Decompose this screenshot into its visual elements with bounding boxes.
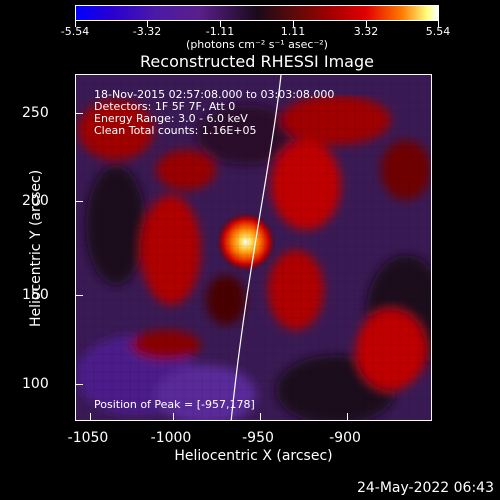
solar-limb [230,75,282,420]
y-tick-label: 200 [22,193,49,209]
colorbar-ticks [75,21,439,27]
y-axis-title: Heliocentric Y (arcsec) [28,169,44,327]
x-tick-label: -950 [242,430,274,446]
x-axis-title: Heliocentric X (arcsec) [174,448,333,464]
y-tick-label: 150 [22,287,49,303]
colorbar-tick-label: 3.32 [353,25,379,38]
y-tick-label: 100 [22,376,49,392]
colorbar [75,5,439,21]
image-title: Reconstructed RHESSI Image [140,52,374,71]
colorbar-tick-label: 1.11 [280,25,306,38]
image-plot [75,74,432,421]
peak-position: Position of Peak = [-957,178] [94,398,255,411]
colorbar-tick-label: -1.11 [205,25,235,38]
colorbar-unit: (photons cm⁻² s⁻¹ asec⁻²) [186,38,328,51]
info-detectors: Detectors: 1F 5F 7F, Att 0 [94,100,236,113]
footer-date: 24-May-2022 06:43 [356,480,494,496]
info-time-range: 18-Nov-2015 02:57:08.000 to 03:03:08.000 [94,88,335,101]
colorbar-tick-label: -3.32 [132,25,162,38]
solar-image [76,75,431,420]
colorbar-tick-label: -5.54 [60,25,90,38]
x-tick-label: -1000 [150,430,192,446]
colorbar-labels: -5.54 -3.32 -1.11 1.11 3.32 5.54 [61,0,450,40]
info-clean-counts: Clean Total counts: 1.16E+05 [94,124,257,137]
info-energy-range: Energy Range: 3.0 - 6.0 keV [94,112,248,125]
x-tick-label: -1050 [67,430,109,446]
y-tick-label: 250 [22,105,49,121]
colorbar-tick-label: 5.54 [425,25,451,38]
x-tick-label: -900 [329,430,361,446]
